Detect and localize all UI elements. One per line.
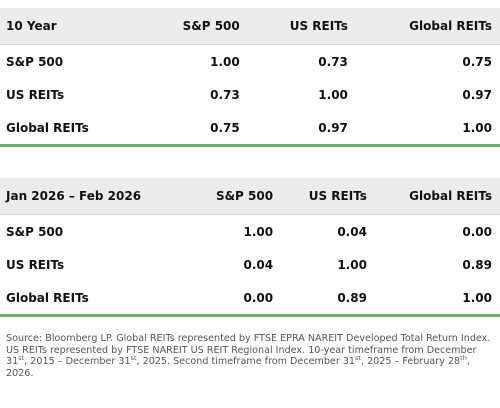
value-cell: 0.89 bbox=[281, 281, 375, 317]
note-text: , 2015 – December 31 bbox=[24, 356, 131, 368]
note-text: , 2026. bbox=[6, 356, 470, 379]
value-cell: 0.00 bbox=[462, 224, 492, 239]
header-cell: 10 Year bbox=[0, 8, 142, 45]
value-cell: 0.89 bbox=[462, 257, 492, 272]
header-cell: Global REITs bbox=[374, 178, 500, 215]
value-cell: 1.00 bbox=[210, 54, 240, 69]
correlation-table: 10 Year S&P 500 US REITs Global REITs S&P 50… bbox=[0, 8, 500, 147]
row-label: Global REITs bbox=[0, 281, 189, 317]
row-label: Global REITs bbox=[0, 111, 142, 147]
header-cell: S&P 500 bbox=[188, 178, 282, 215]
note-superscript: th bbox=[460, 354, 467, 362]
row-label: S&P 500 bbox=[6, 224, 64, 239]
value-cell: 0.97 bbox=[247, 111, 356, 147]
header-cell: S&P 500 bbox=[141, 8, 248, 45]
header-cell: US REITs bbox=[281, 178, 375, 215]
header-cell: Jan 2026 – Feb 2026 bbox=[0, 178, 189, 215]
value-cell: 1.00 bbox=[243, 224, 274, 239]
value-cell: 1.00 bbox=[355, 111, 500, 147]
value-cell: 1.00 bbox=[337, 257, 367, 272]
header-cell: Global REITs bbox=[355, 8, 500, 45]
value-cell: 1.00 bbox=[374, 281, 500, 317]
table-row: Global REITs 0.00 0.89 1.00 bbox=[0, 281, 500, 317]
note-superscript: st bbox=[355, 354, 361, 362]
header-row: Jan 2026 – Feb 2026 S&P 500 US REITs Global… bbox=[0, 178, 500, 215]
value-cell: 0.75 bbox=[462, 54, 492, 69]
row-label: US REITs bbox=[6, 257, 65, 272]
correlation-table: Jan 2026 – Feb 2026 S&P 500 US REITs Global… bbox=[0, 178, 500, 317]
note-text: , 2025. Second timeframe from December 3… bbox=[136, 356, 356, 368]
note-superscript: st bbox=[130, 354, 137, 362]
table-row: US REITs 0.73 1.00 0.97 bbox=[0, 78, 500, 111]
value-cell: 0.73 bbox=[318, 54, 348, 69]
row-label: US REITs bbox=[6, 87, 65, 102]
value-cell: 0.04 bbox=[337, 224, 367, 239]
table-row: S&P 500 1.00 0.04 0.00 bbox=[0, 215, 500, 249]
value-cell: 1.00 bbox=[318, 87, 348, 102]
note-text: , 2025 – February 28 bbox=[360, 356, 461, 368]
header-row: 10 Year S&P 500 US REITs Global REITs bbox=[0, 8, 500, 45]
value-cell: 0.00 bbox=[188, 281, 282, 317]
source-note: Source: Bloomberg LP. Global REITs repre… bbox=[6, 333, 494, 379]
header-cell: US REITs bbox=[247, 8, 356, 45]
note-text: Source: Bloomberg LP. Global REITs repre… bbox=[6, 333, 491, 368]
value-cell: 0.75 bbox=[141, 111, 248, 147]
value-cell: 0.04 bbox=[243, 257, 274, 272]
table-row: Global REITs 0.75 0.97 1.00 bbox=[0, 111, 500, 147]
table-row: US REITs 0.04 1.00 0.89 bbox=[0, 248, 500, 281]
note-superscript: st bbox=[18, 354, 25, 362]
table-row: S&P 500 1.00 0.73 0.75 bbox=[0, 45, 500, 79]
value-cell: 0.73 bbox=[210, 87, 240, 102]
row-label: S&P 500 bbox=[6, 54, 64, 69]
value-cell: 0.97 bbox=[462, 87, 492, 102]
